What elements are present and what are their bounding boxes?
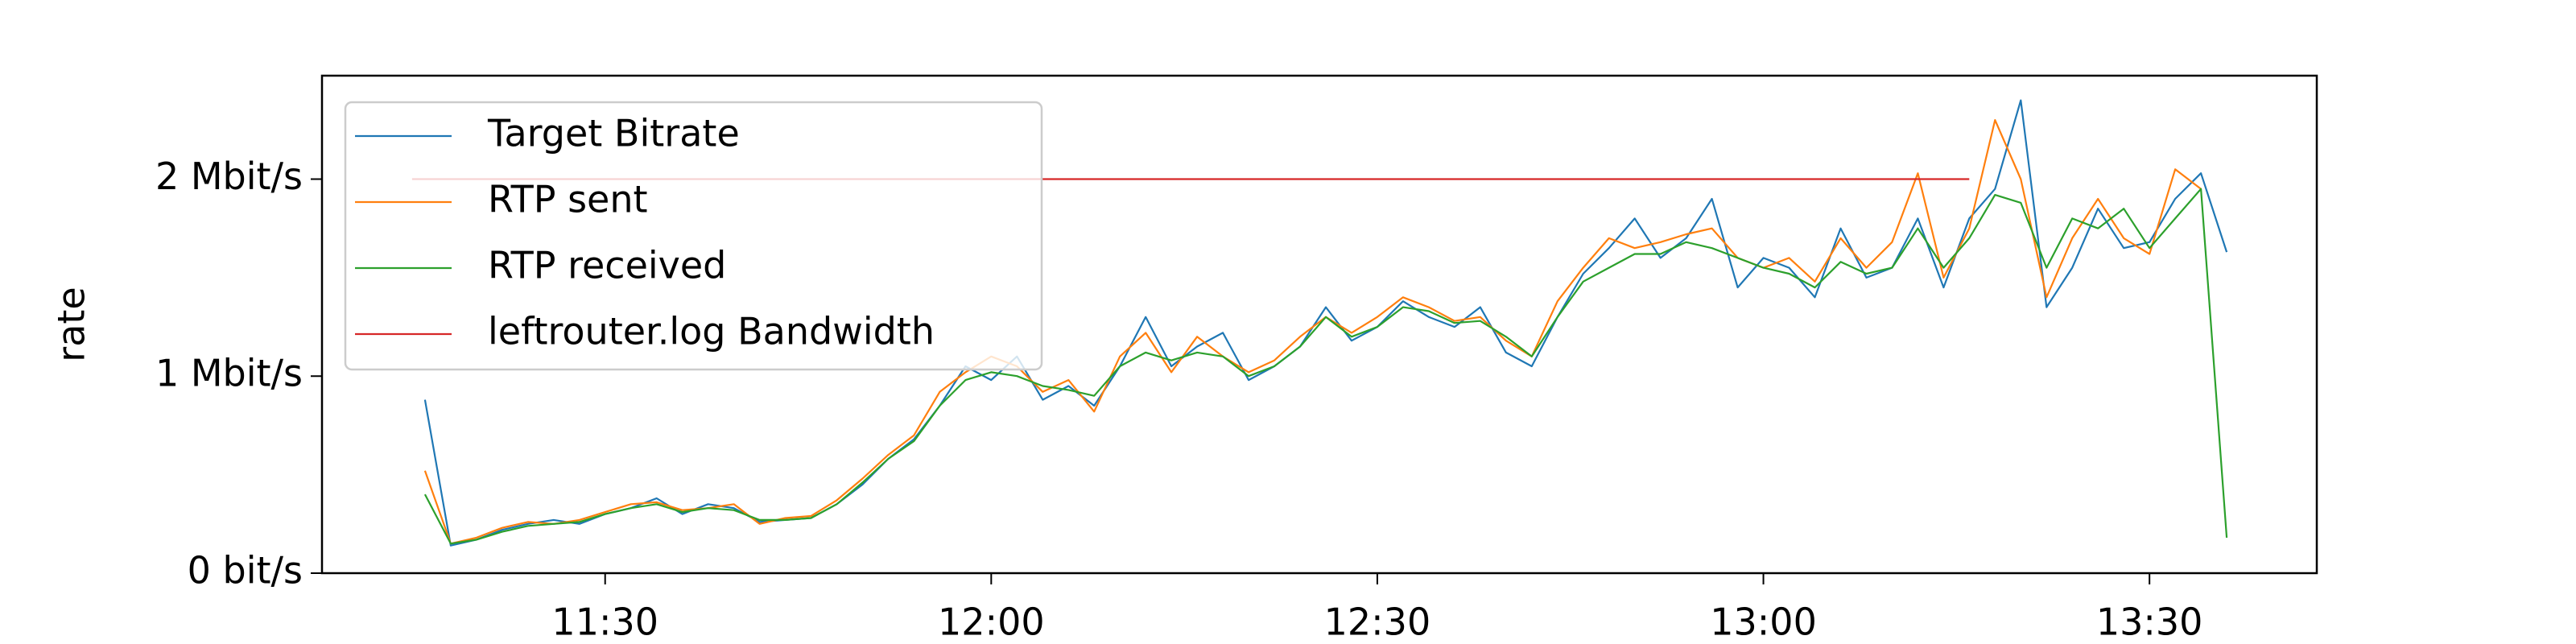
- y-tick-label: 0 bit/s: [188, 549, 303, 592]
- x-tick-label: 12:30: [1324, 601, 1431, 644]
- plot-frame: [320, 74, 2318, 575]
- series-line: [423, 119, 2202, 545]
- y-axis-label: rate: [50, 287, 93, 361]
- x-tick-label: 13:00: [1710, 601, 1817, 644]
- y-tick-label: 2 Mbit/s: [155, 155, 303, 198]
- legend-label: RTP received: [488, 244, 726, 287]
- legend-label: Target Bitrate: [487, 112, 740, 155]
- y-tick-label: 1 Mbit/s: [155, 352, 303, 395]
- legend-box: [344, 101, 1043, 371]
- x-tick-label: 11:30: [551, 601, 658, 644]
- series-line: [423, 188, 2228, 545]
- x-tick-label: 12:00: [938, 601, 1045, 644]
- x-tick-label: 13:30: [2096, 601, 2203, 644]
- legend-label: leftrouter.log Bandwidth: [488, 310, 935, 353]
- legend: Target Bitrate RTP sent RTP received leftro…: [344, 101, 1043, 371]
- legend-label: RTP sent: [488, 178, 648, 221]
